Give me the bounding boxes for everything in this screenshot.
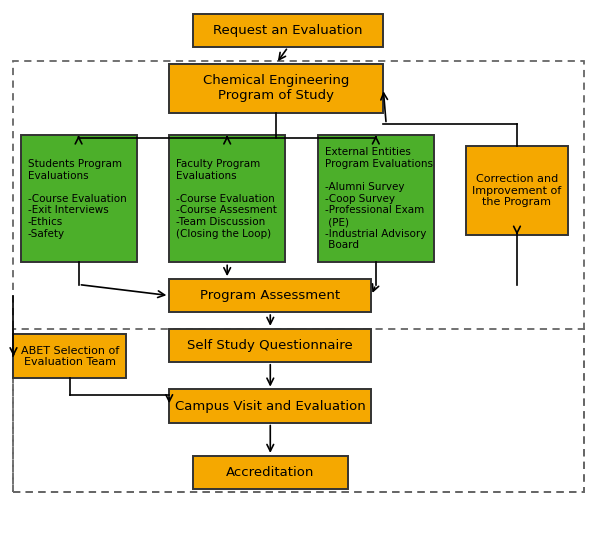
- Text: Accreditation: Accreditation: [226, 466, 314, 479]
- FancyBboxPatch shape: [169, 136, 285, 262]
- FancyBboxPatch shape: [13, 334, 127, 378]
- Text: Self Study Questionnaire: Self Study Questionnaire: [187, 339, 353, 352]
- FancyBboxPatch shape: [193, 14, 383, 47]
- Text: Chemical Engineering
Program of Study: Chemical Engineering Program of Study: [203, 74, 349, 103]
- Text: Students Program
Evaluations

-Course Evaluation
-Exit Interviews
-Ethics
-Safet: Students Program Evaluations -Course Eva…: [28, 159, 127, 239]
- Text: Correction and
Improvement of
the Program: Correction and Improvement of the Progra…: [472, 174, 562, 207]
- Text: Campus Visit and Evaluation: Campus Visit and Evaluation: [175, 400, 365, 412]
- FancyBboxPatch shape: [20, 136, 137, 262]
- Text: Faculty Program
Evaluations

-Course Evaluation
-Course Assesment
-Team Discussi: Faculty Program Evaluations -Course Eval…: [176, 159, 277, 239]
- Text: ABET Selection of
Evaluation Team: ABET Selection of Evaluation Team: [21, 345, 119, 367]
- FancyBboxPatch shape: [466, 146, 568, 235]
- FancyBboxPatch shape: [169, 279, 371, 312]
- Text: External Entities
Program Evaluations

-Alumni Survey
-Coop Survey
-Professional: External Entities Program Evaluations -A…: [325, 147, 433, 251]
- FancyBboxPatch shape: [169, 389, 371, 422]
- FancyBboxPatch shape: [318, 136, 434, 262]
- FancyBboxPatch shape: [169, 64, 383, 113]
- FancyBboxPatch shape: [169, 329, 371, 362]
- FancyBboxPatch shape: [193, 456, 347, 489]
- Text: Program Assessment: Program Assessment: [200, 289, 340, 302]
- Text: Request an Evaluation: Request an Evaluation: [214, 24, 363, 37]
